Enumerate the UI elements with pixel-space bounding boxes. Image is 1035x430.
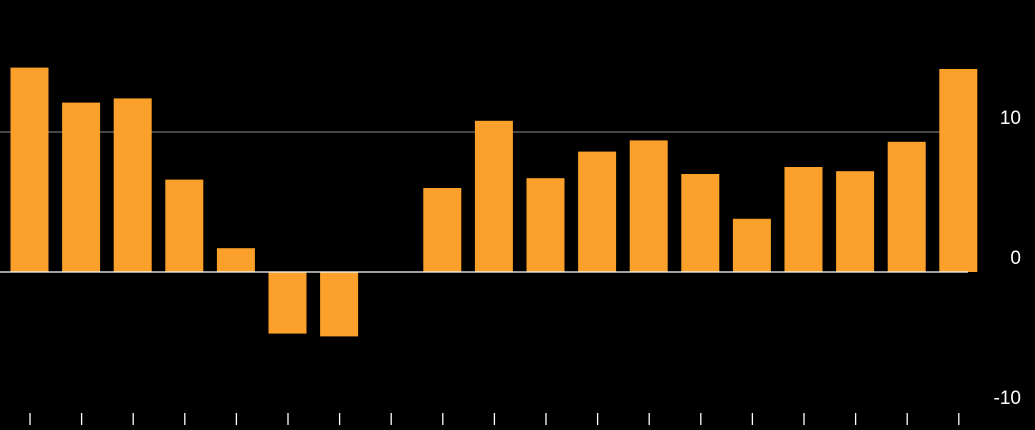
bar-6 xyxy=(268,272,307,334)
bar-5 xyxy=(216,248,255,272)
bar-15 xyxy=(732,218,771,272)
bar-9 xyxy=(423,188,462,272)
y-tick-label-neg10: -10 xyxy=(994,388,1021,409)
bar-2 xyxy=(62,102,101,272)
bar-4 xyxy=(165,179,204,272)
bar-17 xyxy=(836,171,875,272)
bar-10 xyxy=(474,120,513,272)
y-tick-label-0: 0 xyxy=(1010,248,1021,269)
bar-16 xyxy=(784,167,823,272)
bars-layer xyxy=(10,67,978,337)
y-tick-label-10: 10 xyxy=(1000,108,1021,129)
y-axis-labels-layer: -10 0 10 xyxy=(994,108,1021,409)
bar-19 xyxy=(939,69,978,272)
bar-1 xyxy=(10,67,49,272)
bar-11 xyxy=(526,178,565,272)
bar-3 xyxy=(113,98,152,273)
bar-13 xyxy=(629,140,668,272)
bar-7 xyxy=(320,272,359,337)
x-axis-ticks-layer xyxy=(29,413,960,425)
bar-18 xyxy=(887,141,926,272)
bar-12 xyxy=(578,151,617,272)
bar-14 xyxy=(681,174,720,272)
